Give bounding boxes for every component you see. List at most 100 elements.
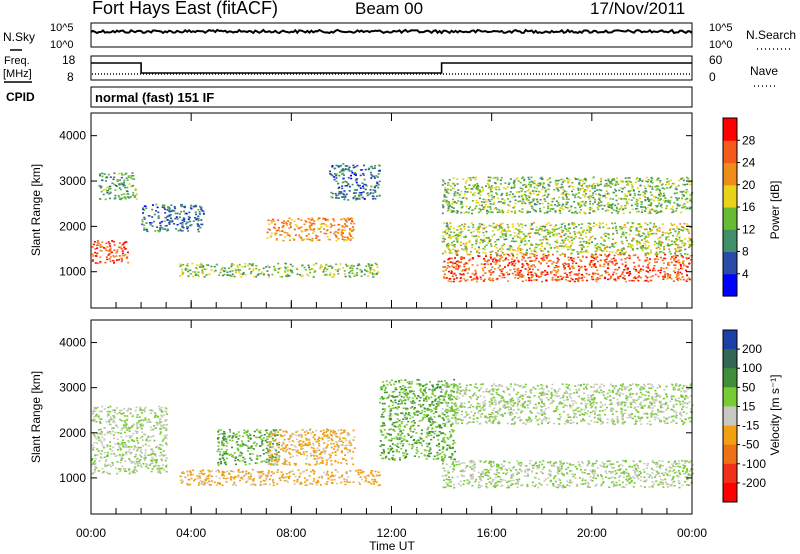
power-cell (494, 263, 497, 265)
power-cell (493, 268, 496, 270)
power-cell (277, 271, 280, 274)
power-cell (467, 211, 470, 214)
power-cell (479, 276, 482, 279)
power-cell (677, 272, 679, 275)
power-cell (584, 204, 587, 207)
power-cell (676, 261, 679, 263)
power-cell (329, 231, 332, 234)
power-cell (554, 210, 557, 212)
power-cell (585, 256, 588, 259)
power-cell (131, 178, 134, 180)
power-cell (532, 208, 535, 211)
velocity-cell (347, 432, 350, 435)
power-cell (284, 231, 287, 234)
power-cell (529, 225, 532, 227)
power-cell (524, 260, 527, 262)
power-cell (459, 244, 462, 247)
velocity-cell (119, 468, 122, 470)
power-cell (615, 181, 618, 183)
power-cell (351, 226, 354, 228)
velocity-cell (155, 421, 158, 424)
power-cell (541, 188, 544, 191)
power-cell (447, 242, 450, 245)
noise-panel: N.Sky 10^5 10^0 10^5 10^0 N.Search (3, 22, 796, 51)
power-cell (547, 194, 550, 196)
power-cell (555, 262, 558, 264)
velocity-cell (154, 427, 157, 429)
power-cell (559, 235, 562, 238)
power-cell (330, 267, 333, 269)
power-cell (531, 228, 534, 230)
power-cell (350, 238, 353, 240)
power-cell (543, 198, 546, 200)
power-cell (670, 240, 673, 243)
velocity-cell (101, 471, 104, 474)
power-cell (457, 235, 460, 238)
velocity-cell (116, 426, 119, 428)
power-cell (540, 176, 543, 179)
power-cell (450, 269, 453, 272)
power-cell (579, 232, 582, 235)
velocity-cell (298, 443, 301, 446)
velocity-cell (139, 437, 142, 439)
velocity-cell (287, 447, 290, 450)
power-cell (516, 177, 519, 179)
power-cell (558, 186, 561, 189)
power-cell (453, 201, 456, 204)
velocity-cell (93, 460, 96, 462)
power-cell (284, 266, 287, 268)
power-cell (585, 189, 588, 191)
velocity-cell (330, 437, 333, 440)
power-cell (510, 247, 513, 249)
power-cell (348, 275, 351, 277)
power-cell (199, 226, 202, 229)
power-cell (686, 274, 688, 276)
power-cell (684, 191, 686, 193)
power-cell (588, 264, 591, 266)
power-cell (359, 268, 362, 271)
velocity-cell (132, 432, 135, 435)
power-cell (595, 280, 598, 283)
power-cell (489, 208, 492, 210)
power-cell (676, 199, 679, 201)
velocity-cell (93, 446, 96, 449)
power-cell (579, 211, 582, 214)
power-cell (346, 236, 349, 239)
power-cell (558, 245, 561, 247)
power-cell (626, 181, 629, 184)
velocity-cell (113, 437, 115, 440)
power-cell (581, 183, 584, 185)
power-cell (642, 191, 645, 193)
power-cell (574, 278, 577, 280)
power-cell (229, 270, 232, 273)
power-cell (497, 186, 500, 188)
power-cell (482, 198, 485, 201)
velocity-cell (308, 443, 311, 446)
power-cell (533, 279, 536, 281)
velocity-cell (295, 451, 298, 453)
power-cell (487, 193, 490, 195)
power-cell (464, 280, 467, 282)
power-cell (644, 196, 647, 198)
power-cell (602, 250, 605, 252)
power-cell (178, 216, 181, 218)
power-cell (519, 181, 522, 184)
power-cell (678, 236, 681, 239)
power-cell (508, 262, 511, 264)
power-cell (350, 235, 353, 238)
power-cell (547, 229, 550, 232)
power-cell (528, 279, 531, 282)
power-cell (622, 233, 625, 236)
velocity-cell (138, 460, 140, 463)
power-cell (369, 267, 372, 269)
frequency-trace (91, 62, 692, 74)
power-cell (126, 190, 129, 193)
power-cell (310, 223, 313, 225)
power-cell (127, 175, 130, 177)
power-cell (444, 269, 447, 271)
power-cell (528, 192, 531, 195)
power-cell (455, 274, 457, 277)
power-cell (475, 277, 478, 279)
power-cell (464, 190, 467, 193)
power-ytick-label: 3000 (59, 174, 86, 188)
